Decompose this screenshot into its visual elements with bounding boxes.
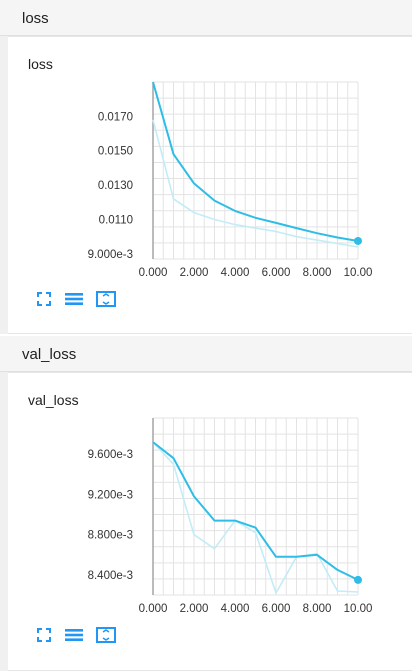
x-tick-label: 6.000 bbox=[262, 267, 291, 279]
chart-card-val-loss: val_loss 9.600e-3 9.200e-3 8.800e-3 8.400e-… bbox=[8, 372, 412, 671]
fit-domain-icon bbox=[96, 627, 116, 643]
gutter bbox=[0, 372, 8, 671]
toggle-log-button[interactable] bbox=[63, 290, 85, 308]
chart-card-loss: loss 0.0170 0.0150 0.0130 0.0110 9.000e-3 0.0… bbox=[8, 36, 412, 334]
y-tick-label: 8.400e-3 bbox=[88, 570, 133, 582]
card-title: val_loss bbox=[28, 392, 79, 408]
list-icon bbox=[65, 629, 83, 641]
x-tick-label: 6.000 bbox=[262, 603, 291, 615]
section-header-loss[interactable]: loss bbox=[0, 0, 412, 36]
x-tick-label: 4.000 bbox=[221, 267, 250, 279]
toggle-log-button[interactable] bbox=[63, 626, 85, 644]
x-tick-label: 8.000 bbox=[303, 603, 332, 615]
fit-domain-icon bbox=[96, 291, 116, 307]
section-title: loss bbox=[22, 10, 49, 27]
x-tick-label: 2.000 bbox=[180, 267, 209, 279]
val-loss-chart: 9.600e-3 9.200e-3 8.800e-3 8.400e-3 0.000 2.0… bbox=[88, 417, 373, 615]
x-tick-label: 0.000 bbox=[139, 603, 168, 615]
smoothed-series-line bbox=[152, 441, 359, 581]
y-tick-label: 9.200e-3 bbox=[88, 489, 133, 501]
y-tick-label: 0.0130 bbox=[98, 180, 133, 192]
x-tick-label: 8.000 bbox=[303, 267, 332, 279]
y-tick-label: 0.0170 bbox=[98, 111, 133, 123]
x-tick-label: 10.00 bbox=[344, 267, 373, 279]
y-tick-label: 9.600e-3 bbox=[88, 449, 133, 461]
fullscreen-icon bbox=[37, 292, 51, 306]
fit-domain-button[interactable] bbox=[95, 626, 117, 644]
smoothed-series-line bbox=[152, 81, 359, 242]
y-tick-label: 8.800e-3 bbox=[88, 530, 133, 542]
x-tick-label: 10.00 bbox=[344, 603, 373, 615]
x-tick-label: 0.000 bbox=[139, 267, 168, 279]
card-title: loss bbox=[28, 56, 53, 72]
last-point-marker bbox=[354, 575, 362, 584]
raw-series-line bbox=[152, 119, 359, 248]
x-tick-label: 2.000 bbox=[180, 603, 209, 615]
section-title: val_loss bbox=[22, 346, 77, 363]
y-tick-label: 0.0150 bbox=[98, 146, 133, 158]
last-point-marker bbox=[354, 236, 362, 245]
fullscreen-button[interactable] bbox=[33, 626, 55, 644]
loss-chart: 0.0170 0.0150 0.0130 0.0110 9.000e-3 0.000 2.0… bbox=[88, 81, 373, 279]
x-tick-label: 4.000 bbox=[221, 603, 250, 615]
gutter bbox=[0, 36, 8, 334]
fit-domain-button[interactable] bbox=[95, 290, 117, 308]
fullscreen-button[interactable] bbox=[33, 290, 55, 308]
fullscreen-icon bbox=[37, 628, 51, 642]
y-tick-label: 0.0110 bbox=[99, 214, 133, 226]
y-tick-label: 9.000e-3 bbox=[88, 249, 133, 261]
list-icon bbox=[65, 293, 83, 305]
raw-series-line bbox=[152, 441, 359, 594]
section-header-val-loss[interactable]: val_loss bbox=[0, 336, 412, 372]
